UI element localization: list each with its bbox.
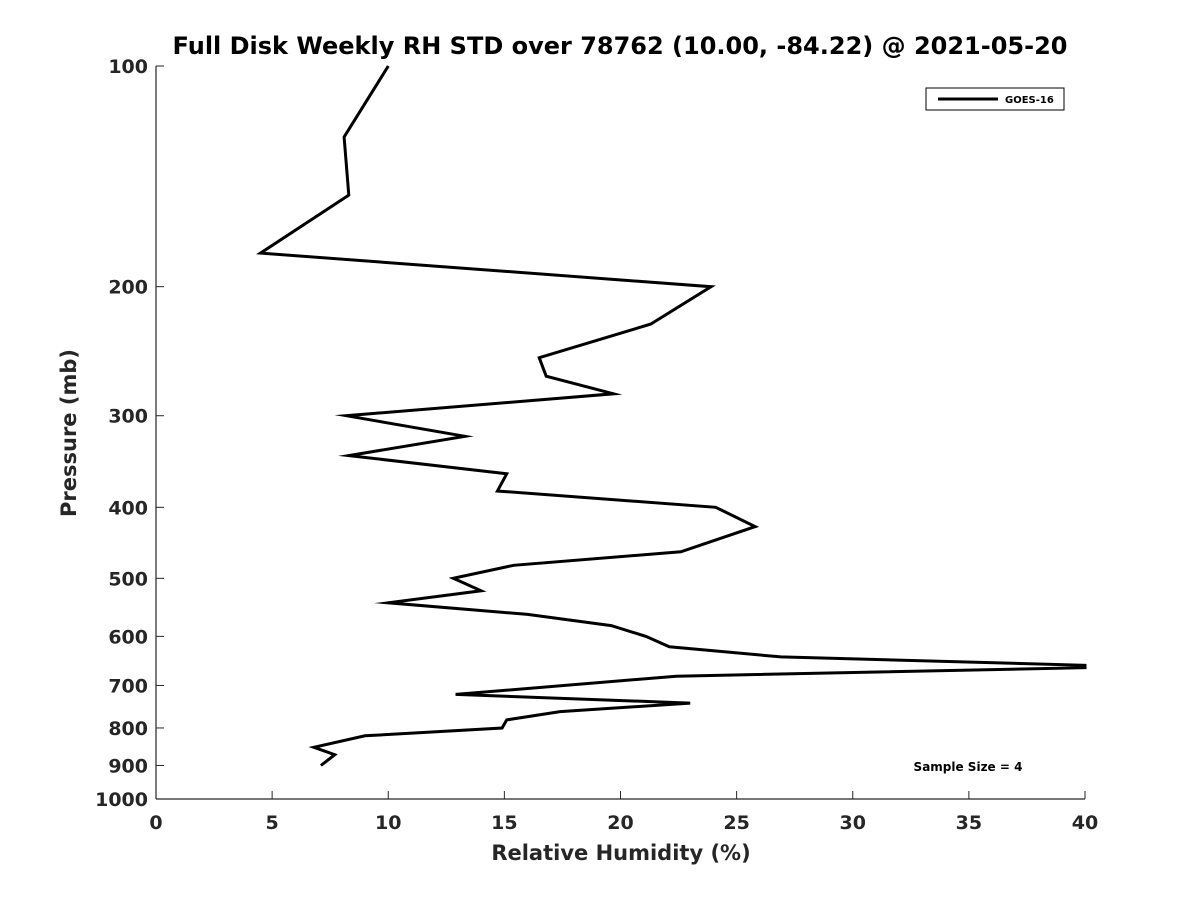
y-tick-label: 900 xyxy=(108,755,148,777)
legend-label-goes-16: GOES-16 xyxy=(1005,95,1054,106)
y-tick-label: 400 xyxy=(108,497,148,519)
y-tick-label: 800 xyxy=(108,718,148,740)
x-axis-label: Relative Humidity (%) xyxy=(491,841,750,865)
x-tick-label: 15 xyxy=(491,812,517,834)
y-tick-label: 300 xyxy=(108,406,148,428)
plot-area xyxy=(255,65,1087,767)
y-tick-label: 100 xyxy=(108,56,148,78)
y-tick-label: 700 xyxy=(108,675,148,697)
sample-size-annotation: Sample Size = 4 xyxy=(914,760,1023,774)
x-tick-label: 40 xyxy=(1072,812,1098,834)
y-tick-label: 200 xyxy=(108,277,148,299)
y-tick-label: 1000 xyxy=(95,789,148,811)
legend: GOES-16 xyxy=(925,87,1065,111)
x-tick-label: 25 xyxy=(723,812,749,834)
series-line-goes-16 xyxy=(255,65,1087,767)
y-tick-label: 500 xyxy=(108,568,148,590)
x-tick-label: 30 xyxy=(840,812,866,834)
x-tick-label: 10 xyxy=(375,812,401,834)
y-axis-label: Pressure (mb) xyxy=(57,349,81,517)
y-tick-label: 600 xyxy=(108,626,148,648)
x-tick-label: 5 xyxy=(266,812,279,834)
x-tick-label: 0 xyxy=(149,812,162,834)
chart-title: Full Disk Weekly RH STD over 78762 (10.0… xyxy=(173,32,1068,60)
x-tick-label: 20 xyxy=(607,812,633,834)
x-tick-label: 35 xyxy=(956,812,982,834)
axes: 0 5 10 15 20 25 30 35 40 100 200 300 400 500 600 700 800… xyxy=(95,56,1098,834)
